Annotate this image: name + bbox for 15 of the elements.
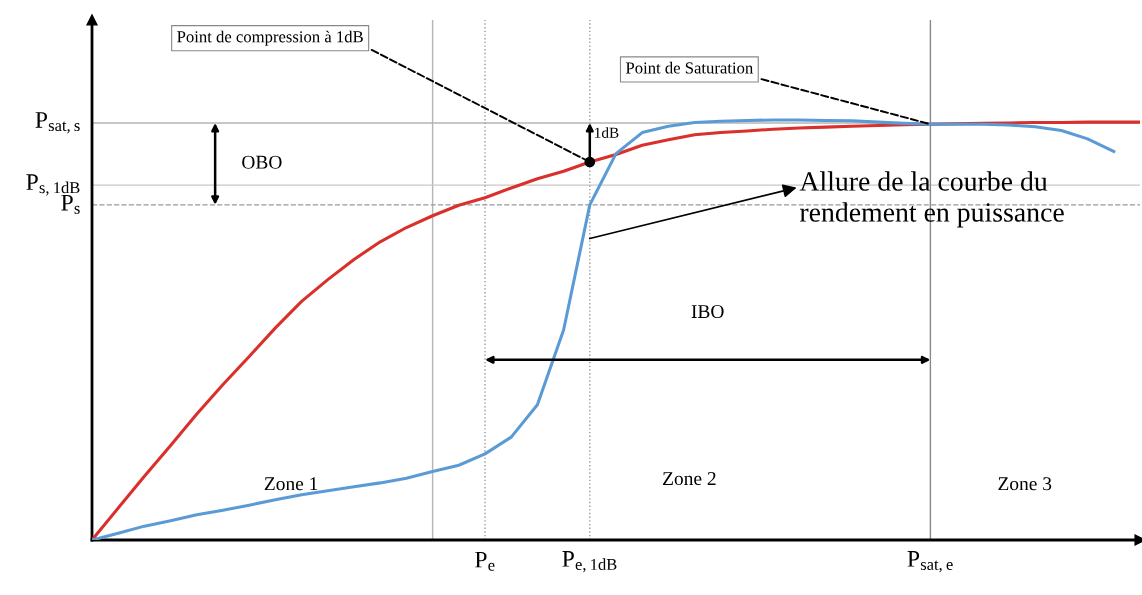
annotation: Allure de la courbe du rendement en puissance (799, 171, 1064, 228)
text: Point de Saturation (625, 61, 753, 74)
text: Point de compression à 1dB (177, 30, 363, 46)
x-tick-label: P$_{e,1dB}$ (562, 551, 617, 573)
annotation: Zone 3 (998, 477, 1052, 491)
ref-line-label: P$_{s}$ (61, 194, 80, 214)
ref-line-label: P$_{s,1dB}$ (26, 174, 80, 196)
annotation: Zone 2 (663, 472, 716, 486)
annotation: OBO (242, 155, 282, 169)
annotation: 1dB (595, 127, 619, 138)
ref-line-label: P$_{sat,s}$ (35, 112, 80, 134)
annotation: Zone 1 (264, 477, 318, 491)
annotation: IBO (691, 305, 724, 319)
x-tick-label: P$_{sat,e}$ (907, 551, 953, 573)
x-tick-label: P$_{e}$ (475, 551, 495, 571)
